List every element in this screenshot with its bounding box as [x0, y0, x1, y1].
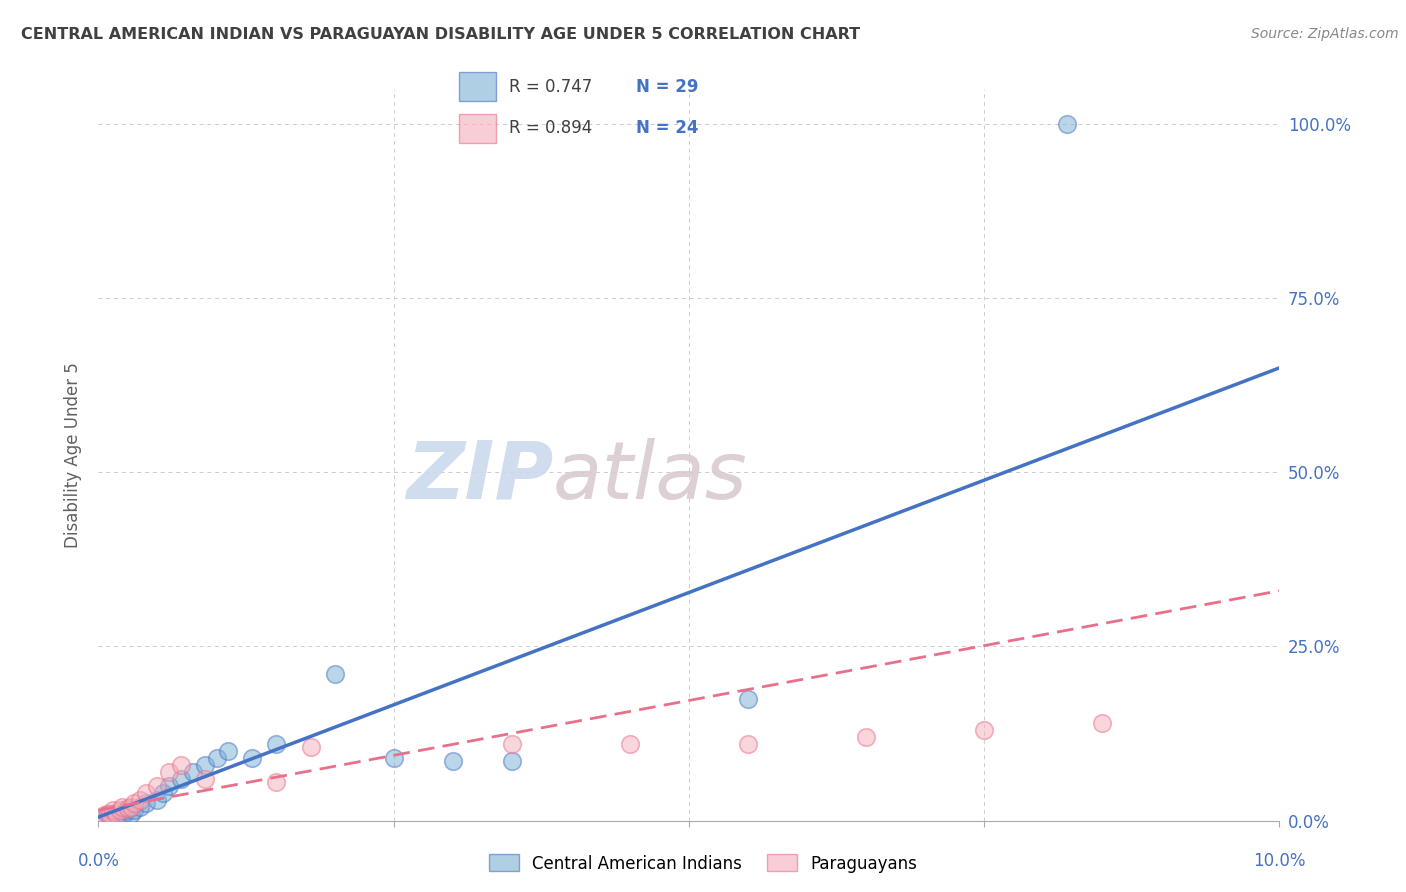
Text: 10.0%: 10.0% [1253, 852, 1306, 870]
Point [973, 723, 995, 737]
Text: N = 29: N = 29 [636, 78, 697, 95]
Point [194, 758, 217, 772]
Point [146, 793, 169, 807]
Point [170, 772, 193, 786]
Text: N = 24: N = 24 [636, 119, 697, 136]
FancyBboxPatch shape [460, 114, 496, 143]
Y-axis label: Disability Age Under 5: Disability Age Under 5 [63, 362, 82, 548]
Text: Source: ZipAtlas.com: Source: ZipAtlas.com [1251, 27, 1399, 41]
Point [117, 801, 139, 815]
Point [264, 775, 287, 789]
FancyBboxPatch shape [460, 72, 496, 101]
Point [128, 793, 150, 807]
Point [112, 806, 135, 821]
Point [93, 810, 115, 824]
Point [121, 806, 143, 821]
Point [737, 691, 759, 706]
Point [1056, 117, 1078, 131]
Point [501, 755, 523, 769]
Point [264, 737, 287, 751]
Point [101, 806, 124, 821]
Point [93, 808, 115, 822]
Point [108, 806, 131, 821]
Point [98, 806, 121, 821]
Point [441, 755, 464, 769]
Point [152, 786, 174, 800]
Point [299, 740, 322, 755]
Point [217, 744, 239, 758]
Point [122, 803, 145, 817]
Point [98, 808, 121, 822]
Text: atlas: atlas [553, 438, 748, 516]
Point [101, 803, 124, 817]
Point [121, 799, 143, 814]
Point [111, 799, 134, 814]
Point [855, 730, 877, 744]
Point [108, 803, 131, 817]
Point [382, 751, 405, 765]
Point [194, 772, 217, 786]
Point [619, 737, 641, 751]
Text: R = 0.894: R = 0.894 [509, 119, 592, 136]
Point [157, 779, 180, 793]
Text: R = 0.747: R = 0.747 [509, 78, 592, 95]
Legend: Central American Indians, Paraguayans: Central American Indians, Paraguayans [482, 847, 924, 880]
Point [117, 803, 139, 817]
Point [105, 806, 128, 821]
Point [501, 737, 523, 751]
Point [135, 796, 157, 810]
Point [135, 786, 157, 800]
Point [181, 764, 204, 779]
Text: CENTRAL AMERICAN INDIAN VS PARAGUAYAN DISABILITY AGE UNDER 5 CORRELATION CHART: CENTRAL AMERICAN INDIAN VS PARAGUAYAN DI… [21, 27, 860, 42]
Text: ZIP: ZIP [406, 438, 553, 516]
Point [97, 806, 120, 821]
Point [128, 799, 150, 814]
Point [122, 796, 145, 810]
Point [157, 764, 180, 779]
Point [1091, 716, 1114, 731]
Point [97, 806, 120, 821]
Point [737, 737, 759, 751]
Point [104, 808, 127, 822]
Point [205, 751, 228, 765]
Point [170, 758, 193, 772]
Point [240, 751, 263, 765]
Text: 0.0%: 0.0% [77, 852, 120, 870]
Point [146, 779, 169, 793]
Point [111, 808, 134, 822]
Point [323, 667, 346, 681]
